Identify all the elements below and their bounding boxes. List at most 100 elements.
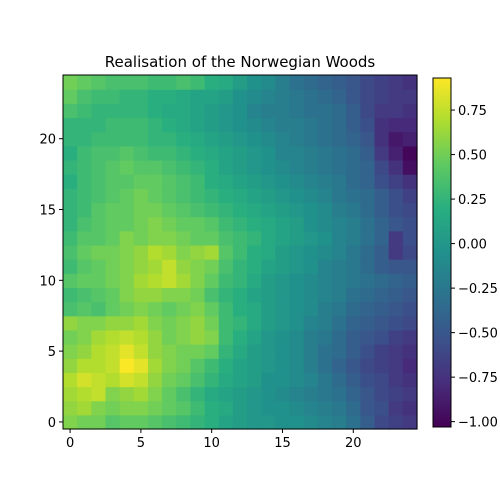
heatmap-cell xyxy=(77,131,92,147)
heatmap-cell xyxy=(388,174,404,189)
heatmap-cell xyxy=(190,131,206,147)
heatmap-cell xyxy=(133,174,149,189)
heatmap-cell xyxy=(162,89,177,104)
heatmap-cell xyxy=(261,315,276,331)
heatmap-cell xyxy=(119,117,135,133)
colorbar xyxy=(432,77,452,428)
heatmap-cell xyxy=(346,117,361,133)
heatmap-cell xyxy=(162,159,177,175)
heatmap-cell xyxy=(261,259,276,274)
heatmap-cell xyxy=(133,159,149,175)
heatmap-cell xyxy=(232,372,248,388)
heatmap-cell xyxy=(105,386,121,402)
heatmap-cell xyxy=(303,145,319,161)
heatmap-cell xyxy=(303,131,319,147)
heatmap-cell xyxy=(63,216,78,232)
heatmap-cell xyxy=(289,301,305,317)
heatmap-cell xyxy=(388,372,404,388)
heatmap-cell xyxy=(303,372,319,388)
heatmap-cell xyxy=(261,301,276,317)
heatmap-cell xyxy=(204,202,220,218)
heatmap-cell xyxy=(346,202,361,218)
heatmap-cell xyxy=(77,216,92,232)
heatmap-cell xyxy=(261,159,276,175)
heatmap-cell xyxy=(91,174,107,189)
heatmap-cell xyxy=(247,372,262,388)
heatmap-cell xyxy=(133,386,149,402)
heatmap-cell xyxy=(388,202,404,218)
heatmap-cell xyxy=(119,202,135,218)
heatmap-cell xyxy=(63,145,78,161)
heatmap-cell xyxy=(204,230,220,246)
heatmap-cell xyxy=(402,159,418,175)
heatmap-cell xyxy=(402,358,418,373)
heatmap-cell xyxy=(91,103,107,119)
heatmap-cell xyxy=(346,259,361,274)
heatmap-cell xyxy=(162,216,177,232)
heatmap-cell xyxy=(190,329,206,345)
heatmap-cell xyxy=(402,89,418,104)
heatmap-cell xyxy=(105,259,121,274)
heatmap-cell xyxy=(176,301,192,317)
heatmap-cell xyxy=(303,202,319,218)
heatmap-cell xyxy=(275,358,291,373)
heatmap-cell xyxy=(303,244,319,260)
heatmap-cell xyxy=(317,174,333,189)
heatmap-cell xyxy=(402,344,418,359)
heatmap-cell xyxy=(63,202,78,218)
heatmap-cell xyxy=(147,230,163,246)
heatmap-cell xyxy=(346,400,361,416)
heatmap-cell xyxy=(218,103,234,119)
heatmap-cell xyxy=(289,174,305,189)
heatmap-cell xyxy=(360,244,376,260)
heatmap-cell xyxy=(119,145,135,161)
heatmap-cell xyxy=(190,400,206,416)
heatmap-cell xyxy=(261,273,276,288)
heatmap-cell xyxy=(190,159,206,175)
heatmap-cell xyxy=(190,315,206,331)
heatmap-cell xyxy=(218,329,234,345)
plot-frame xyxy=(62,74,418,430)
heatmap-cell xyxy=(91,159,107,175)
heatmap-cell xyxy=(261,89,276,104)
heatmap-cell xyxy=(332,358,347,373)
heatmap-cell xyxy=(332,145,347,161)
heatmap-cell xyxy=(261,372,276,388)
heatmap-cell xyxy=(119,216,135,232)
heatmap-cell xyxy=(374,188,390,204)
heatmap-cell xyxy=(91,230,107,246)
heatmap-cell xyxy=(289,89,305,104)
heatmap-cell xyxy=(261,287,276,303)
heatmap-cell xyxy=(204,400,220,416)
heatmap-cell xyxy=(133,344,149,359)
heatmap-cell xyxy=(247,287,262,303)
heatmap-cell xyxy=(360,117,376,133)
heatmap-cell xyxy=(218,358,234,373)
heatmap-cell xyxy=(402,216,418,232)
heatmap-cell xyxy=(133,202,149,218)
heatmap-cell xyxy=(147,89,163,104)
heatmap-cell xyxy=(204,75,220,90)
heatmap-cell xyxy=(63,131,78,147)
heatmap-cell xyxy=(162,117,177,133)
heatmap-cell xyxy=(162,174,177,189)
heatmap-cell xyxy=(63,344,78,359)
heatmap-cell xyxy=(232,244,248,260)
heatmap-cell xyxy=(247,174,262,189)
heatmap-cell xyxy=(332,117,347,133)
heatmap-cell xyxy=(247,315,262,331)
heatmap-cell xyxy=(77,358,92,373)
heatmap-cell xyxy=(77,230,92,246)
heatmap-cell xyxy=(346,75,361,90)
heatmap-cell xyxy=(105,414,121,430)
heatmap-cell xyxy=(402,188,418,204)
heatmap-cell xyxy=(374,329,390,345)
heatmap-cell xyxy=(77,315,92,331)
heatmap-cell xyxy=(374,244,390,260)
heatmap-cell xyxy=(77,372,92,388)
heatmap-cell xyxy=(77,414,92,430)
heatmap-cell xyxy=(289,414,305,430)
heatmap-cell xyxy=(105,372,121,388)
heatmap-cell xyxy=(317,89,333,104)
